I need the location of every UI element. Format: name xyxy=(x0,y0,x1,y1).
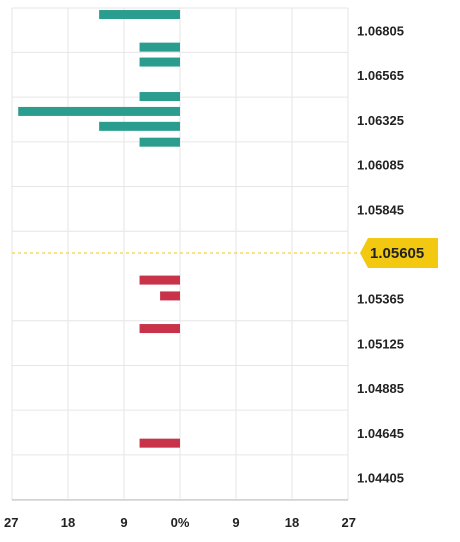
y-tick-label: 1.06565 xyxy=(357,68,404,83)
ask-bar xyxy=(139,57,180,67)
y-tick-label: 1.06325 xyxy=(357,113,404,128)
bid-bar xyxy=(139,275,180,285)
grid-lines xyxy=(11,7,349,501)
current-price-marker: 1.05605 xyxy=(12,238,438,268)
x-tick-label: 27 xyxy=(342,515,356,530)
ask-bar xyxy=(139,137,180,147)
depth-bars xyxy=(18,10,180,448)
y-tick-label: 1.06805 xyxy=(357,23,404,38)
y-tick-label: 1.04885 xyxy=(357,381,404,396)
ask-bar xyxy=(18,106,180,116)
y-tick-label: 1.06085 xyxy=(357,158,404,173)
y-tick-label: 1.05845 xyxy=(357,202,404,217)
x-tick-label: 18 xyxy=(285,515,299,530)
ask-bar xyxy=(99,121,180,131)
y-tick-label: 1.05365 xyxy=(357,292,404,307)
x-tick-label: 27 xyxy=(4,515,18,530)
ask-bar xyxy=(139,42,180,52)
bid-bar xyxy=(139,324,180,334)
axes: 1.06805 1.06565 1.06325 1.06085 1.05845 1.053… xyxy=(4,23,404,530)
y-tick-label: 1.05125 xyxy=(357,336,404,351)
x-tick-label: 9 xyxy=(232,515,239,530)
bid-bar xyxy=(160,291,180,301)
ask-bar xyxy=(99,10,180,20)
current-price-tag xyxy=(360,238,438,268)
x-tick-label: 0% xyxy=(171,515,190,530)
y-tick-label: 1.04645 xyxy=(357,426,404,441)
ask-bar xyxy=(139,92,180,102)
y-tick-label: 1.04405 xyxy=(357,471,404,486)
x-tick-label: 9 xyxy=(120,515,127,530)
current-price-label: 1.05605 xyxy=(370,245,424,262)
x-tick-label: 18 xyxy=(61,515,75,530)
bid-bar xyxy=(139,438,180,448)
